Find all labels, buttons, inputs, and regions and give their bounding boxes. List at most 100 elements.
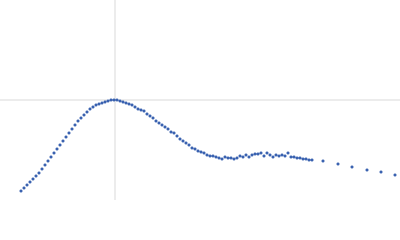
data-point bbox=[136, 107, 140, 111]
data-point bbox=[379, 170, 383, 174]
data-point bbox=[94, 103, 98, 107]
data-point bbox=[148, 114, 152, 118]
data-point bbox=[232, 157, 236, 161]
data-point bbox=[112, 98, 116, 102]
data-point bbox=[115, 98, 119, 102]
data-point bbox=[226, 156, 230, 160]
data-point bbox=[61, 139, 65, 143]
data-point bbox=[202, 151, 206, 155]
data-point bbox=[25, 183, 29, 187]
data-point bbox=[259, 151, 263, 155]
data-point bbox=[277, 154, 281, 158]
data-point bbox=[46, 159, 50, 163]
data-point bbox=[52, 151, 56, 155]
data-point bbox=[265, 151, 269, 155]
data-point bbox=[169, 130, 173, 134]
data-point bbox=[40, 167, 44, 171]
data-point bbox=[157, 121, 161, 125]
data-point bbox=[139, 108, 143, 112]
data-point bbox=[154, 119, 158, 123]
data-point bbox=[295, 156, 299, 160]
data-point bbox=[289, 155, 293, 159]
data-point bbox=[70, 127, 74, 131]
data-point bbox=[217, 156, 221, 160]
data-point bbox=[250, 153, 254, 157]
data-point bbox=[310, 158, 314, 162]
data-point bbox=[37, 171, 41, 175]
data-point bbox=[262, 154, 266, 158]
data-point bbox=[85, 110, 89, 114]
data-point bbox=[28, 180, 32, 184]
data-point bbox=[103, 100, 107, 104]
data-point bbox=[336, 162, 340, 166]
data-point bbox=[214, 155, 218, 159]
data-point bbox=[244, 153, 248, 157]
data-point bbox=[211, 154, 215, 158]
data-point bbox=[208, 154, 212, 158]
data-point bbox=[184, 141, 188, 145]
data-point bbox=[64, 135, 68, 139]
data-point bbox=[271, 155, 275, 159]
data-point bbox=[91, 105, 95, 109]
data-point bbox=[106, 99, 110, 103]
data-point bbox=[229, 156, 233, 160]
data-point bbox=[268, 153, 272, 157]
data-point bbox=[187, 143, 191, 147]
data-point bbox=[58, 143, 62, 147]
data-point bbox=[298, 156, 302, 160]
data-point bbox=[301, 157, 305, 161]
data-point bbox=[22, 186, 26, 190]
data-point bbox=[350, 165, 354, 169]
data-point bbox=[190, 146, 194, 150]
data-point bbox=[118, 99, 122, 103]
data-point bbox=[160, 123, 164, 127]
chart bbox=[0, 0, 400, 200]
data-point bbox=[175, 134, 179, 138]
data-point bbox=[283, 154, 287, 158]
data-point bbox=[97, 102, 101, 106]
data-point bbox=[145, 112, 149, 116]
data-point bbox=[34, 174, 38, 178]
data-point bbox=[241, 155, 245, 159]
data-point bbox=[163, 125, 167, 129]
data-point bbox=[79, 116, 83, 120]
data-point bbox=[130, 103, 134, 107]
data-point bbox=[121, 100, 125, 104]
data-point bbox=[109, 98, 113, 102]
data-point bbox=[235, 156, 239, 160]
data-point bbox=[88, 107, 92, 111]
data-point bbox=[82, 113, 86, 117]
data-point bbox=[220, 157, 224, 161]
data-point bbox=[292, 155, 296, 159]
data-point bbox=[55, 147, 59, 151]
data-point bbox=[205, 153, 209, 157]
data-point bbox=[124, 101, 128, 105]
data-point bbox=[365, 168, 369, 172]
data-point bbox=[304, 157, 308, 161]
data-point bbox=[223, 155, 227, 159]
data-point bbox=[76, 119, 80, 123]
data-point bbox=[73, 123, 77, 127]
data-point bbox=[172, 131, 176, 135]
data-point bbox=[49, 155, 53, 159]
data-point bbox=[280, 153, 284, 157]
data-point bbox=[199, 150, 203, 154]
data-point bbox=[307, 158, 311, 162]
data-point bbox=[31, 177, 35, 181]
data-point bbox=[133, 105, 137, 109]
data-point bbox=[178, 137, 182, 141]
data-point bbox=[142, 109, 146, 113]
data-point bbox=[166, 127, 170, 131]
data-point bbox=[253, 152, 257, 156]
data-point bbox=[43, 163, 47, 167]
data-point bbox=[127, 102, 131, 106]
data-point bbox=[196, 149, 200, 153]
data-point bbox=[274, 153, 278, 157]
data-point bbox=[321, 159, 325, 163]
data-point bbox=[181, 139, 185, 143]
data-point bbox=[193, 147, 197, 151]
data-point bbox=[67, 131, 71, 135]
data-point bbox=[238, 154, 242, 158]
data-point bbox=[256, 152, 260, 156]
data-point bbox=[393, 173, 397, 177]
